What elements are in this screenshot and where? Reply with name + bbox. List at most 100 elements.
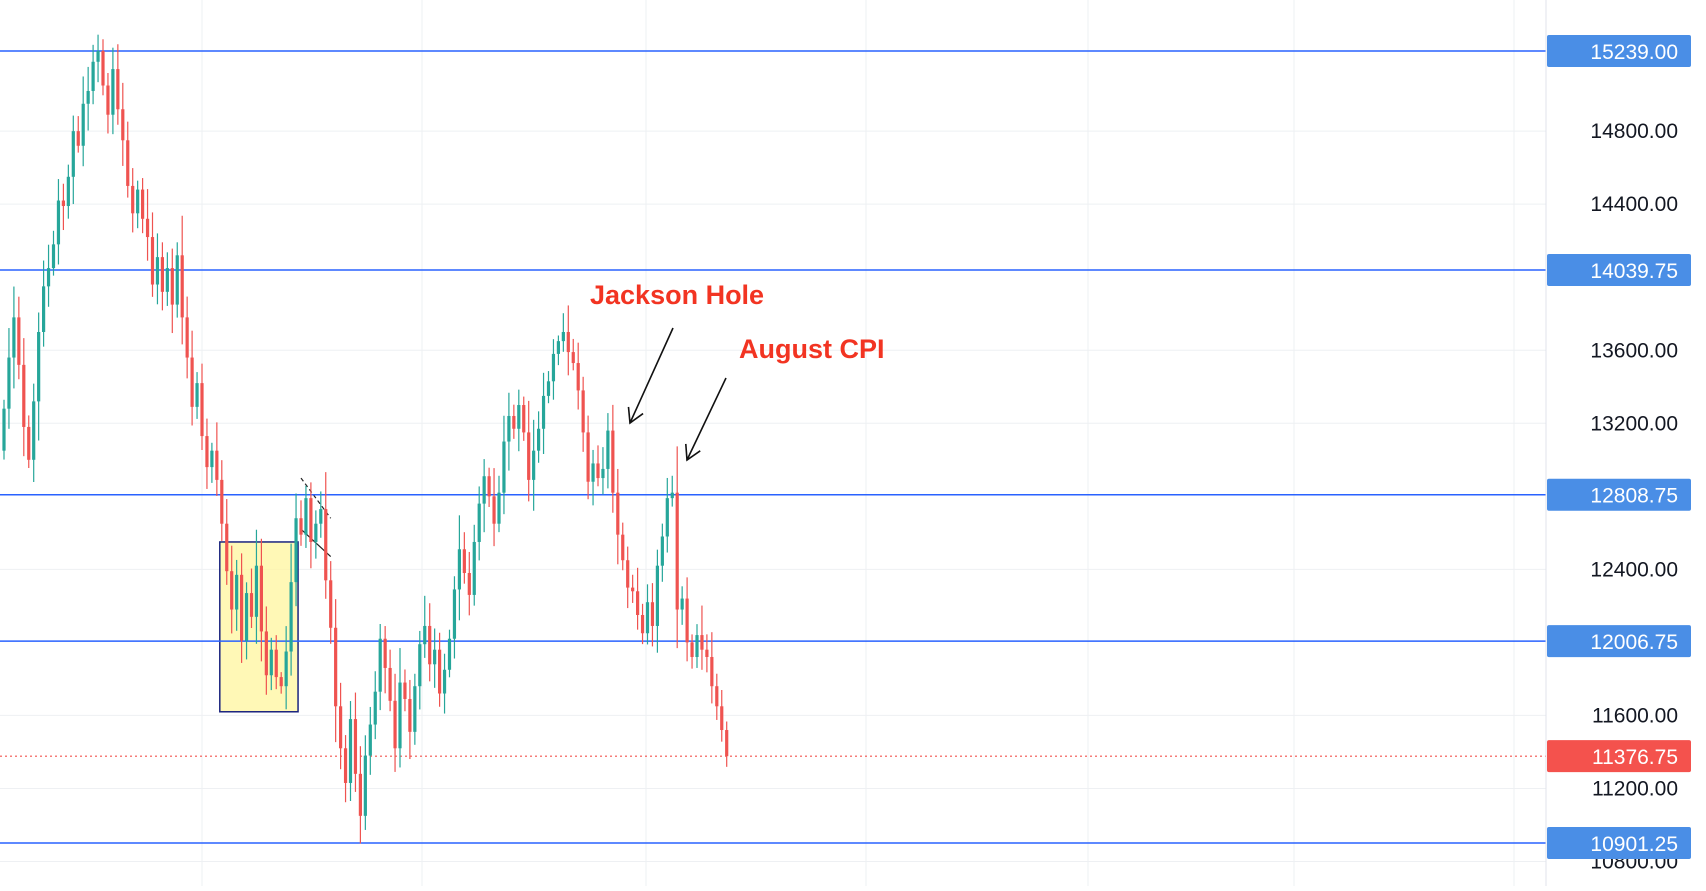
candle-up[interactable] [601, 468, 605, 479]
candle-up[interactable] [175, 255, 179, 305]
candle-down[interactable] [586, 432, 590, 482]
candle-down[interactable] [705, 649, 709, 657]
candle-down[interactable] [438, 649, 442, 694]
candle-up[interactable] [42, 286, 46, 332]
candle-up[interactable] [556, 341, 560, 354]
candle-down[interactable] [566, 331, 570, 353]
candle-up[interactable] [136, 189, 140, 214]
candle-down[interactable] [116, 69, 120, 110]
candle-up[interactable] [655, 565, 659, 626]
candle-down[interactable] [631, 587, 635, 592]
candle-down[interactable] [675, 492, 679, 610]
candle-down[interactable] [512, 415, 516, 429]
price-axis[interactable]: 10800.0011200.0011600.0012400.0013200.00… [1545, 0, 1706, 886]
candle-down[interactable] [690, 642, 694, 657]
candle-up[interactable] [210, 450, 214, 468]
candle-down[interactable] [581, 390, 585, 433]
candles[interactable] [2, 34, 729, 844]
candle-down[interactable] [611, 430, 615, 493]
candle-down[interactable] [725, 730, 729, 757]
candle-down[interactable] [190, 357, 194, 407]
candle-down[interactable] [101, 51, 105, 86]
candle-down[interactable] [180, 255, 184, 318]
candle-down[interactable] [160, 257, 164, 292]
candle-up[interactable] [7, 357, 11, 409]
candle-up[interactable] [81, 103, 85, 146]
candle-up[interactable] [418, 644, 422, 687]
candle-down[interactable] [274, 649, 278, 678]
level-price-tag[interactable] [1547, 625, 1691, 658]
candle-down[interactable] [527, 432, 531, 480]
candle-up[interactable] [497, 492, 501, 524]
candle-up[interactable] [269, 649, 273, 676]
candle-up[interactable] [551, 353, 556, 382]
level-price-tag[interactable] [1547, 478, 1691, 511]
candle-down[interactable] [279, 677, 283, 687]
candle-down[interactable] [230, 571, 234, 610]
candle-up[interactable] [314, 523, 318, 542]
candle-down[interactable] [700, 635, 704, 650]
candle-up[interactable] [517, 405, 521, 429]
candle-down[interactable] [403, 682, 407, 699]
candle-down[interactable] [220, 479, 224, 524]
candle-up[interactable] [532, 450, 536, 480]
candle-up[interactable] [363, 755, 367, 816]
candle-up[interactable] [195, 383, 199, 407]
candle-down[interactable] [487, 476, 491, 497]
candle-up[interactable] [235, 574, 239, 610]
candle-down[interactable] [205, 436, 209, 468]
candle-down[interactable] [522, 405, 526, 433]
candle-up[interactable] [606, 430, 610, 469]
candle-up[interactable] [66, 176, 70, 207]
candle-down[interactable] [76, 131, 80, 146]
candle-up[interactable] [433, 649, 437, 665]
candle-down[interactable] [126, 140, 130, 186]
candle-down[interactable] [145, 218, 150, 238]
candle-up[interactable] [86, 90, 90, 104]
level-price-tag[interactable] [1547, 253, 1691, 286]
candle-up[interactable] [2, 408, 6, 451]
candle-up[interactable] [91, 61, 95, 91]
candle-down[interactable] [353, 719, 358, 774]
candle-down[interactable] [264, 631, 268, 676]
candle-down[interactable] [17, 317, 21, 365]
candle-down[interactable] [121, 109, 125, 141]
candle-up[interactable] [56, 200, 61, 245]
candle-up[interactable] [32, 401, 36, 460]
candle-up[interactable] [447, 638, 452, 670]
candle-up[interactable] [244, 593, 249, 641]
candle-down[interactable] [462, 549, 466, 574]
candle-up[interactable] [348, 719, 353, 783]
candle-down[interactable] [309, 498, 313, 542]
candle-up[interactable] [680, 598, 684, 610]
candle-up[interactable] [423, 625, 427, 645]
candle-down[interactable] [215, 450, 219, 480]
candle-down[interactable] [27, 426, 31, 460]
candle-up[interactable] [413, 686, 417, 732]
candle-down[interactable] [150, 237, 155, 285]
candle-down[interactable] [408, 698, 412, 732]
candle-down[interactable] [259, 565, 263, 632]
candle-down[interactable] [616, 492, 620, 535]
candle-down[interactable] [571, 352, 575, 364]
candle-down[interactable] [358, 773, 362, 816]
candle-up[interactable] [289, 582, 293, 652]
candle-up[interactable] [284, 651, 288, 687]
candle-down[interactable] [334, 627, 338, 707]
candle-down[interactable] [492, 496, 496, 524]
candle-down[interactable] [200, 383, 204, 437]
candle-up[interactable] [37, 331, 41, 402]
candle-up[interactable] [165, 268, 169, 292]
candle-down[interactable] [106, 85, 110, 115]
candle-up[interactable] [695, 635, 699, 657]
candle-up[interactable] [660, 536, 664, 566]
candle-up[interactable] [96, 51, 100, 62]
candle-up[interactable] [51, 244, 56, 269]
candle-down[interactable] [329, 580, 333, 628]
candle-down[interactable] [715, 686, 719, 707]
candle-up[interactable] [319, 509, 323, 524]
candle-down[interactable] [249, 593, 254, 617]
candle-up[interactable] [398, 682, 402, 749]
candle-down[interactable] [467, 573, 471, 595]
